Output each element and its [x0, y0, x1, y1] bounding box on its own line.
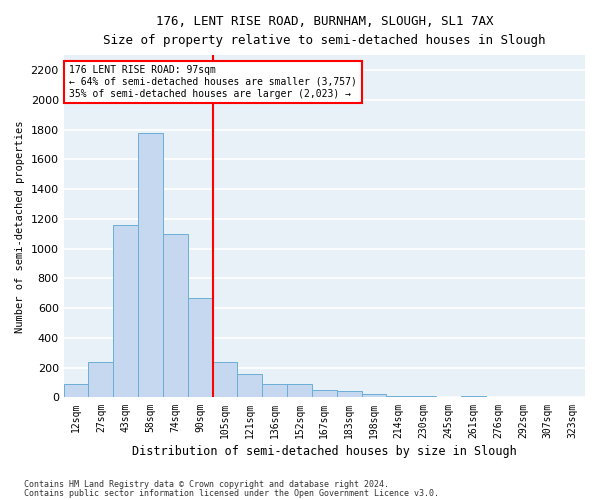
Bar [461, 396, 485, 398]
Y-axis label: Number of semi-detached properties: Number of semi-detached properties [15, 120, 25, 332]
Text: Contains public sector information licensed under the Open Government Licence v3: Contains public sector information licen… [24, 490, 439, 498]
Text: 176 LENT RISE ROAD: 97sqm
← 64% of semi-detached houses are smaller (3,757)
35% : 176 LENT RISE ROAD: 97sqm ← 64% of semi-… [69, 66, 357, 98]
Bar [188, 298, 212, 398]
Text: Contains HM Land Registry data © Crown copyright and database right 2024.: Contains HM Land Registry data © Crown c… [24, 480, 389, 489]
X-axis label: Distribution of semi-detached houses by size in Slough: Distribution of semi-detached houses by … [132, 444, 517, 458]
Bar [88, 362, 113, 398]
Bar [287, 384, 312, 398]
Bar [262, 384, 287, 398]
Title: 176, LENT RISE ROAD, BURNHAM, SLOUGH, SL1 7AX
Size of property relative to semi-: 176, LENT RISE ROAD, BURNHAM, SLOUGH, SL… [103, 15, 545, 47]
Bar [362, 394, 386, 398]
Bar [238, 374, 262, 398]
Bar [337, 392, 362, 398]
Bar [113, 225, 138, 398]
Bar [312, 390, 337, 398]
Bar [138, 132, 163, 398]
Bar [411, 396, 436, 398]
Bar [163, 234, 188, 398]
Bar [386, 396, 411, 398]
Bar [64, 384, 88, 398]
Bar [212, 362, 238, 398]
